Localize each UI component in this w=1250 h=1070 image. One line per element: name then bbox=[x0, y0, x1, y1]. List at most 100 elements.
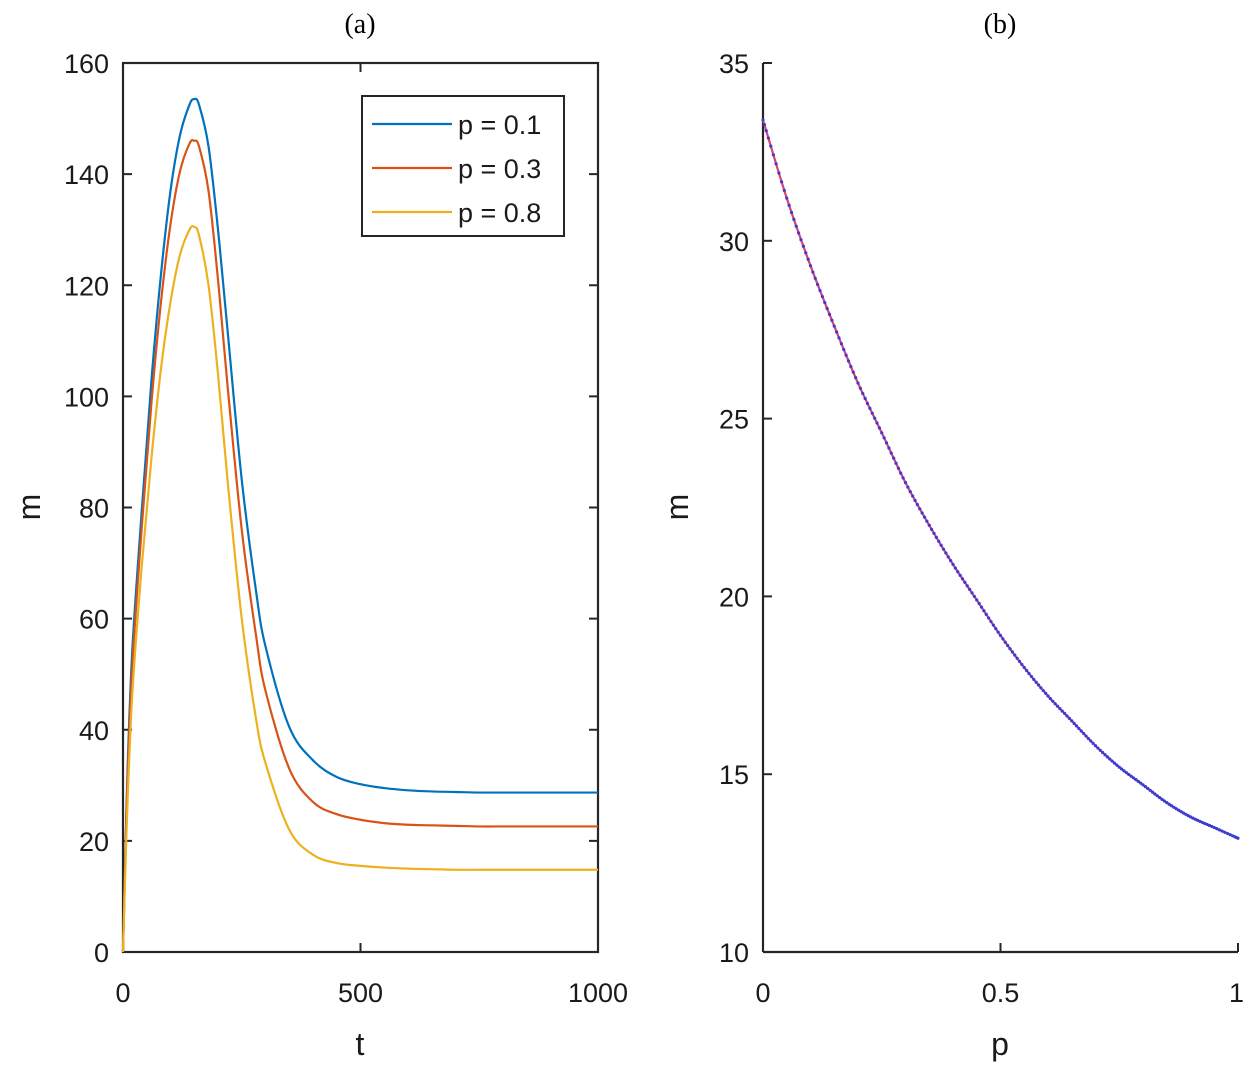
data-point bbox=[934, 535, 938, 539]
panel-a-x-axis-label: t bbox=[356, 1026, 365, 1062]
data-point bbox=[762, 123, 767, 127]
data-point bbox=[1058, 707, 1062, 711]
a-x-tick-label: 0 bbox=[115, 978, 130, 1008]
data-point bbox=[856, 381, 860, 385]
data-point bbox=[1110, 759, 1114, 763]
data-point bbox=[1115, 763, 1119, 767]
data-point bbox=[761, 118, 765, 122]
data-point bbox=[854, 376, 858, 380]
data-point bbox=[797, 231, 801, 235]
data-point bbox=[913, 498, 917, 502]
data-point bbox=[1223, 830, 1227, 834]
data-point bbox=[1093, 744, 1098, 748]
data-point bbox=[835, 330, 839, 334]
a-y-tick-label: 80 bbox=[79, 494, 109, 524]
data-point bbox=[982, 609, 986, 613]
data-point bbox=[1101, 750, 1105, 755]
data-point bbox=[1169, 804, 1174, 808]
data-point bbox=[1025, 668, 1029, 673]
data-point bbox=[949, 559, 953, 563]
data-point bbox=[806, 257, 810, 261]
data-point bbox=[1082, 731, 1086, 736]
data-point bbox=[1044, 691, 1048, 695]
data-point bbox=[780, 180, 784, 184]
data-point bbox=[811, 270, 815, 274]
data-point bbox=[813, 276, 817, 280]
data-point bbox=[911, 494, 915, 498]
data-point bbox=[951, 562, 955, 567]
data-point bbox=[1022, 665, 1026, 670]
data-point bbox=[1105, 755, 1109, 759]
data-point bbox=[1006, 643, 1010, 648]
data-point bbox=[808, 264, 813, 268]
data-point bbox=[1055, 704, 1060, 708]
data-point bbox=[877, 426, 881, 430]
data-point bbox=[1124, 771, 1128, 775]
data-point bbox=[839, 342, 843, 346]
data-point bbox=[996, 630, 1000, 634]
b-y-tick-label: 30 bbox=[719, 227, 749, 257]
data-point bbox=[979, 605, 984, 609]
panel-a-legend: p = 0.1 p = 0.3 p = 0.8 bbox=[361, 95, 565, 237]
data-point bbox=[787, 203, 791, 207]
data-point bbox=[1167, 802, 1171, 806]
data-point bbox=[970, 591, 974, 595]
data-point bbox=[868, 406, 872, 410]
data-point bbox=[1079, 729, 1083, 733]
data-point bbox=[887, 446, 891, 450]
data-point bbox=[927, 523, 931, 527]
data-point bbox=[1155, 794, 1159, 798]
data-point bbox=[946, 555, 950, 559]
data-point bbox=[968, 587, 972, 592]
data-point bbox=[1015, 656, 1019, 660]
data-point bbox=[1103, 753, 1107, 757]
a-y-tick-label: 20 bbox=[79, 827, 109, 857]
data-point bbox=[925, 519, 929, 523]
panel-b-x-tick-labels: 0 0.5 1 bbox=[755, 978, 1244, 1008]
data-point bbox=[1215, 827, 1219, 831]
data-point bbox=[875, 421, 879, 425]
data-point bbox=[865, 401, 870, 406]
data-point bbox=[789, 210, 794, 215]
series-line-1 bbox=[761, 119, 1239, 840]
a-y-tick-label: 120 bbox=[64, 271, 109, 301]
panel-a-title: (a) bbox=[344, 9, 375, 40]
data-point bbox=[1236, 836, 1240, 840]
data-point bbox=[1053, 702, 1057, 706]
data-point bbox=[920, 511, 924, 515]
panel-b-y-tick-labels: 10 15 20 25 30 35 bbox=[719, 49, 749, 968]
data-point bbox=[1162, 799, 1166, 803]
data-point bbox=[1122, 769, 1126, 773]
data-point bbox=[1096, 746, 1100, 750]
data-point bbox=[1067, 716, 1071, 720]
data-point bbox=[1165, 801, 1169, 805]
a-y-tick-label: 100 bbox=[64, 382, 109, 412]
data-point bbox=[939, 543, 943, 547]
data-point bbox=[832, 324, 836, 328]
data-point bbox=[1127, 772, 1131, 777]
data-point bbox=[1089, 739, 1093, 743]
data-point bbox=[930, 527, 934, 531]
data-point bbox=[1072, 721, 1076, 725]
data-point bbox=[896, 466, 900, 470]
data-point bbox=[977, 601, 981, 606]
data-point bbox=[1108, 757, 1112, 761]
data-point bbox=[1001, 637, 1005, 641]
data-point bbox=[1112, 761, 1117, 765]
data-point bbox=[880, 431, 884, 435]
data-point bbox=[1160, 797, 1164, 801]
b-x-tick-label: 0 bbox=[755, 978, 770, 1008]
data-point bbox=[1184, 812, 1188, 816]
data-point bbox=[1010, 650, 1014, 654]
data-point bbox=[771, 153, 775, 157]
data-point bbox=[963, 580, 967, 585]
data-point bbox=[1070, 719, 1074, 723]
data-point bbox=[1134, 778, 1138, 782]
data-point bbox=[975, 598, 979, 602]
a-x-tick-label: 500 bbox=[338, 978, 383, 1008]
data-point bbox=[944, 551, 948, 555]
panel-b-series bbox=[761, 118, 1240, 840]
data-point bbox=[1048, 697, 1052, 701]
data-point bbox=[1034, 680, 1038, 684]
data-point bbox=[1146, 786, 1150, 791]
